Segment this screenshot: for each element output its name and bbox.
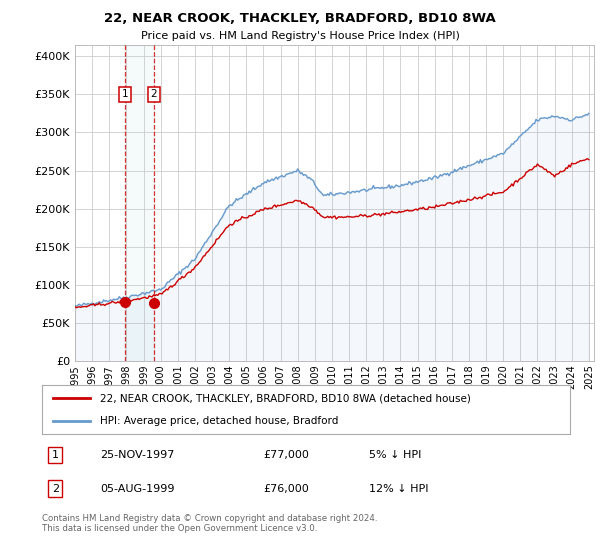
Text: 1: 1 — [121, 90, 128, 99]
Text: 25-NOV-1997: 25-NOV-1997 — [100, 450, 175, 460]
Text: 2: 2 — [151, 90, 157, 99]
Text: Contains HM Land Registry data © Crown copyright and database right 2024.
This d: Contains HM Land Registry data © Crown c… — [42, 514, 377, 533]
Text: £76,000: £76,000 — [264, 484, 310, 493]
Text: 05-AUG-1999: 05-AUG-1999 — [100, 484, 175, 493]
Text: 1: 1 — [52, 450, 59, 460]
Text: HPI: Average price, detached house, Bradford: HPI: Average price, detached house, Brad… — [100, 416, 338, 426]
Text: 22, NEAR CROOK, THACKLEY, BRADFORD, BD10 8WA: 22, NEAR CROOK, THACKLEY, BRADFORD, BD10… — [104, 12, 496, 25]
Text: Price paid vs. HM Land Registry's House Price Index (HPI): Price paid vs. HM Land Registry's House … — [140, 31, 460, 41]
Text: 5% ↓ HPI: 5% ↓ HPI — [370, 450, 422, 460]
Text: 22, NEAR CROOK, THACKLEY, BRADFORD, BD10 8WA (detached house): 22, NEAR CROOK, THACKLEY, BRADFORD, BD10… — [100, 394, 471, 403]
Text: 12% ↓ HPI: 12% ↓ HPI — [370, 484, 429, 493]
Text: 2: 2 — [52, 484, 59, 493]
Bar — [125, 45, 154, 361]
Text: £77,000: £77,000 — [264, 450, 310, 460]
